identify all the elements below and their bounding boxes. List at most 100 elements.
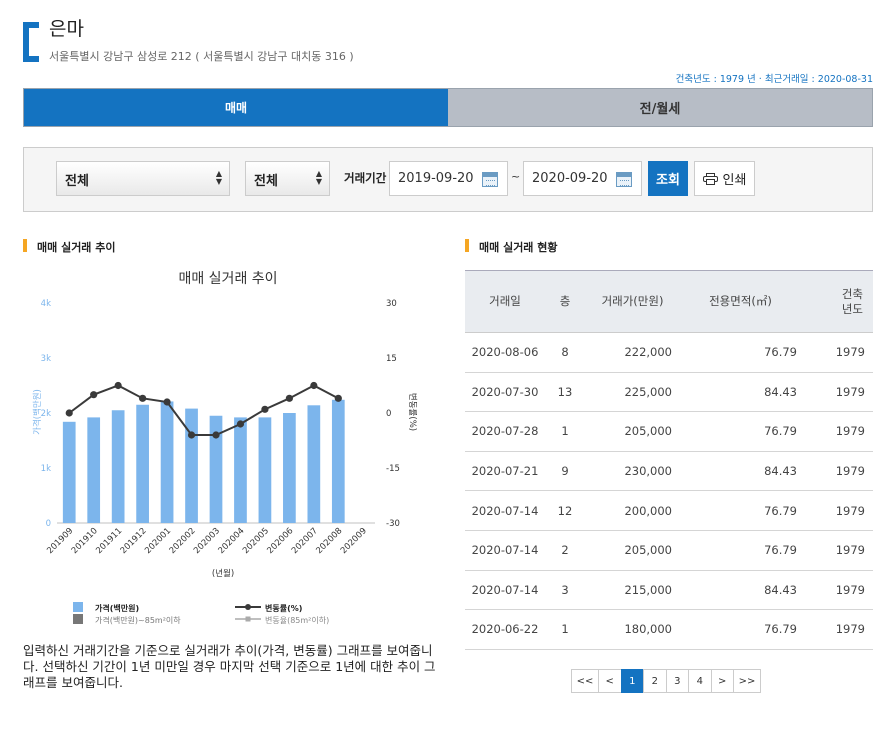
chart-description: 입력하신 거래기간을 기준으로 실거래가 추이(가격, 변동률) 그래프를 보여…: [23, 643, 436, 690]
price-bar[interactable]: [62, 421, 76, 523]
price-bar[interactable]: [209, 415, 223, 523]
apartment-name: 은마: [49, 18, 84, 40]
period-label: 거래기간: [344, 171, 387, 185]
cell-price: 180,000: [585, 609, 680, 650]
change-rate-point[interactable]: [187, 431, 196, 439]
legend-label[interactable]: 가격(백만원)~85m²이하: [95, 615, 181, 625]
cell-build-year: 1979: [801, 451, 873, 492]
price-bar[interactable]: [185, 408, 198, 523]
change-rate-point[interactable]: [163, 398, 171, 406]
cell-build-year: 1979: [801, 372, 873, 413]
cell-area: 84.43: [680, 570, 801, 611]
cell-date: 2020-07-14: [465, 570, 545, 611]
area-select[interactable]: 전체 ▲ ▼: [56, 161, 230, 196]
cell-build-year: 1979: [801, 332, 873, 373]
page-button-7[interactable]: >>: [733, 669, 761, 693]
col-header-build-year[interactable]: 건축 년도: [801, 270, 873, 333]
col-header-floor[interactable]: 층: [545, 270, 585, 333]
date-to-input[interactable]: 2020-09-20: [523, 161, 642, 196]
table-row: 2020-07-14 3 215,000 84.43 1979: [465, 570, 873, 611]
change-rate-point[interactable]: [285, 394, 293, 402]
price-bar[interactable]: [283, 413, 296, 523]
print-label: 인쇄: [722, 173, 747, 188]
y-tick-label: 1k: [41, 464, 51, 474]
price-bar[interactable]: [234, 417, 247, 523]
floor-select[interactable]: 전체 ▲ ▼: [245, 161, 330, 196]
legend-line-marker: [245, 616, 251, 622]
cell-build-year: 1979: [801, 411, 873, 452]
price-bar[interactable]: [136, 404, 149, 523]
cell-price: 215,000: [585, 570, 680, 611]
cell-price: 222,000: [585, 332, 680, 373]
updown-arrow-icon: ▲ ▼: [215, 169, 222, 186]
price-bar[interactable]: [160, 401, 174, 523]
change-rate-point[interactable]: [236, 420, 245, 428]
table-row: 2020-08-06 8 222,000 76.79 1979: [465, 332, 873, 373]
legend-bar-swatch: [73, 614, 83, 624]
cell-floor: 1: [545, 609, 585, 650]
cell-date: 2020-07-14: [465, 530, 545, 571]
cell-price: 200,000: [585, 490, 680, 531]
cell-floor: 2: [545, 530, 585, 571]
cell-build-year: 1979: [801, 530, 873, 571]
cell-date: 2020-07-21: [465, 451, 545, 492]
cell-build-year: 1979: [801, 570, 873, 611]
legend-label[interactable]: 변동률(%): [265, 603, 302, 613]
search-button[interactable]: 조회: [648, 161, 688, 196]
change-rate-point[interactable]: [65, 409, 73, 417]
page-button-2[interactable]: 1: [620, 669, 644, 693]
price-bar[interactable]: [111, 410, 125, 523]
page-button-1[interactable]: <: [598, 669, 622, 693]
y-tick-label: 0: [46, 519, 51, 529]
tab-sale[interactable]: 매매: [24, 89, 448, 126]
change-rate-point[interactable]: [334, 394, 342, 402]
tab-rent[interactable]: 전/월세: [448, 89, 872, 126]
col-header-date[interactable]: 거래일: [465, 270, 545, 333]
date-from-input[interactable]: 2019-09-20: [389, 161, 508, 196]
price-bar[interactable]: [87, 417, 101, 523]
price-bar[interactable]: [258, 417, 272, 523]
print-button[interactable]: 인쇄: [694, 161, 755, 196]
y-tick-label: 4k: [41, 299, 51, 309]
y2-tick-label: -15: [386, 464, 400, 474]
table-row: 2020-07-28 1 205,000 76.79 1979: [465, 411, 873, 452]
x-tick-label: 202001: [143, 526, 173, 556]
x-tick-label: 202003: [192, 526, 222, 556]
calendar-icon[interactable]: [616, 172, 632, 187]
legend-label[interactable]: 변동율(85m²이하): [265, 615, 329, 625]
cell-area: 84.43: [680, 372, 801, 413]
col-header-price[interactable]: 거래가(만원): [585, 270, 680, 333]
cell-date: 2020-07-30: [465, 372, 545, 413]
page-button-6[interactable]: >: [710, 669, 734, 693]
x-tick-label: 201910: [70, 526, 100, 556]
page-button-3[interactable]: 2: [643, 669, 667, 693]
change-rate-point[interactable]: [212, 431, 220, 439]
cell-price: 230,000: [585, 451, 680, 492]
calendar-icon[interactable]: [482, 172, 498, 187]
col-header-area[interactable]: 전용면적(㎡): [680, 270, 801, 333]
change-rate-point[interactable]: [139, 394, 147, 402]
change-rate-point[interactable]: [261, 405, 269, 413]
legend-bar-swatch: [73, 602, 83, 612]
x-tick-label: 202008: [314, 526, 344, 556]
page-button-4[interactable]: 3: [665, 669, 689, 693]
printer-icon: [702, 172, 718, 185]
cell-area: 76.79: [680, 411, 801, 452]
cell-floor: 12: [545, 490, 585, 531]
cell-floor: 3: [545, 570, 585, 611]
legend-label[interactable]: 가격(백만원): [95, 603, 139, 613]
change-rate-point[interactable]: [90, 391, 98, 399]
apartment-address: 서울특별시 강남구 삼성로 212 ( 서울특별시 강남구 대치동 316 ): [49, 50, 354, 63]
change-rate-point[interactable]: [310, 381, 318, 390]
price-bar[interactable]: [331, 399, 345, 523]
x-tick-label: 201911: [94, 526, 124, 556]
page-button-5[interactable]: 4: [688, 669, 712, 693]
date-from-value: 2019-09-20: [398, 171, 474, 186]
price-bar[interactable]: [307, 405, 321, 523]
y-axis-label: 가격(백만원): [32, 389, 43, 435]
x-tick-label: 202005: [241, 526, 271, 556]
chart-title: 매매 실거래 추이: [178, 271, 277, 287]
cell-floor: 9: [545, 451, 585, 492]
change-rate-point[interactable]: [114, 381, 122, 390]
page-button-0[interactable]: <<: [571, 669, 599, 693]
